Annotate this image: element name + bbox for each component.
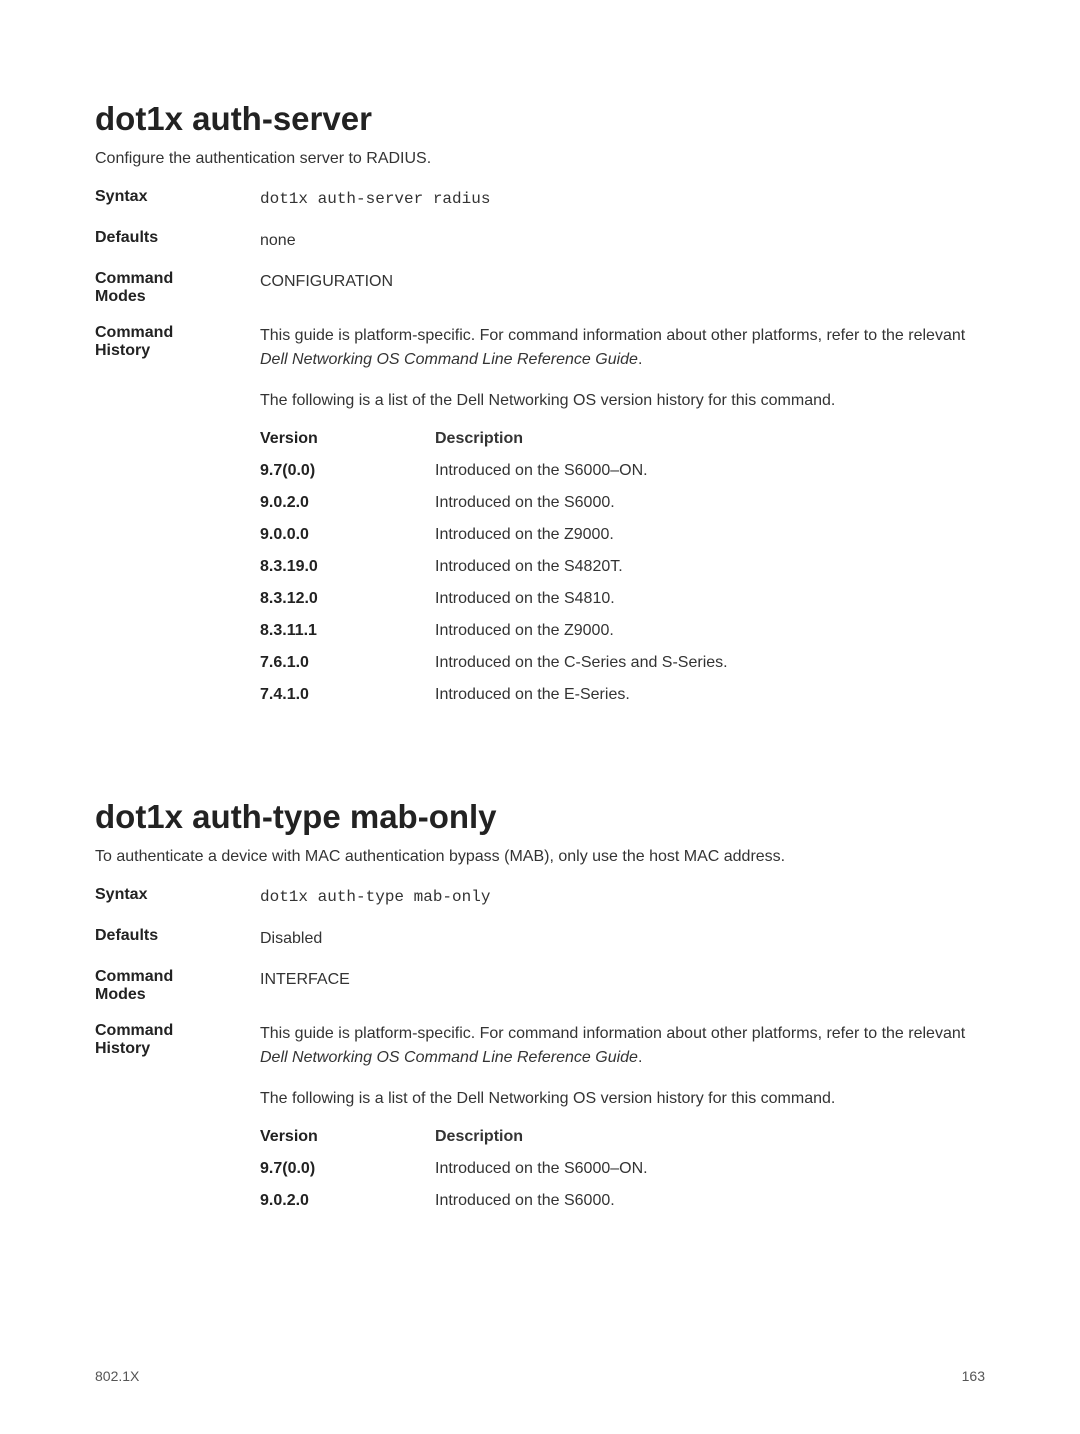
history-label-l1: Command (95, 324, 173, 341)
version-cell: 7.6.1.0 (260, 654, 435, 672)
section1-intro: Configure the authentication server to R… (95, 150, 985, 168)
table-row: 9.0.0.0 Introduced on the Z9000. (260, 526, 985, 544)
history-p1a: This guide is platform-specific. For com… (260, 327, 965, 344)
table-row: 8.3.19.0 Introduced on the S4820T. (260, 558, 985, 576)
modes-label-l1: Command (95, 270, 173, 287)
th-version: Version (260, 1128, 435, 1146)
modes-value: CONFIGURATION (260, 270, 985, 306)
history-label: Command History (95, 324, 260, 412)
table-header-row: Version Description (260, 430, 985, 448)
modes-label-l1: Command (95, 968, 173, 985)
defaults-label: Defaults (95, 229, 260, 252)
defaults-value: none (260, 229, 985, 252)
table-row: 8.3.12.0 Introduced on the S4810. (260, 590, 985, 608)
history-p1b: . (638, 351, 642, 368)
modes-row: Command Modes CONFIGURATION (95, 270, 985, 306)
table-row: 7.4.1.0 Introduced on the E-Series. (260, 686, 985, 704)
history-p1i: Dell Networking OS Command Line Referenc… (260, 351, 638, 368)
history-row: Command History This guide is platform-s… (95, 1022, 985, 1110)
history-label-l2: History (95, 1040, 150, 1057)
description-cell: Introduced on the S6000. (435, 494, 985, 512)
syntax-value: dot1x auth-server radius (260, 188, 985, 211)
version-cell: 8.3.19.0 (260, 558, 435, 576)
version-cell: 9.7(0.0) (260, 462, 435, 480)
section1-version-table: Version Description 9.7(0.0) Introduced … (260, 430, 985, 704)
defaults-row: Defaults none (95, 229, 985, 252)
page-footer: 802.1X 163 (95, 1368, 985, 1384)
history-p1a: This guide is platform-specific. For com… (260, 1025, 965, 1042)
modes-value: INTERFACE (260, 968, 985, 1004)
description-cell: Introduced on the S6000–ON. (435, 1160, 985, 1178)
history-label-l1: Command (95, 1022, 173, 1039)
history-p2: The following is a list of the Dell Netw… (260, 1087, 985, 1110)
history-label: Command History (95, 1022, 260, 1110)
th-version: Version (260, 430, 435, 448)
description-cell: Introduced on the S6000. (435, 1192, 985, 1210)
history-label-l2: History (95, 342, 150, 359)
history-p1: This guide is platform-specific. For com… (260, 324, 985, 370)
description-cell: Introduced on the Z9000. (435, 622, 985, 640)
syntax-value: dot1x auth-type mab-only (260, 886, 985, 909)
version-cell: 9.0.2.0 (260, 1192, 435, 1210)
syntax-row: Syntax dot1x auth-server radius (95, 188, 985, 211)
description-cell: Introduced on the S6000–ON. (435, 462, 985, 480)
th-description: Description (435, 430, 985, 448)
section2-heading: dot1x auth-type mab-only (95, 798, 985, 836)
footer-right: 163 (962, 1368, 985, 1384)
version-cell: 9.7(0.0) (260, 1160, 435, 1178)
table-header-row: Version Description (260, 1128, 985, 1146)
history-value: This guide is platform-specific. For com… (260, 324, 985, 412)
description-cell: Introduced on the S4820T. (435, 558, 985, 576)
description-cell: Introduced on the C-Series and S-Series. (435, 654, 985, 672)
syntax-label: Syntax (95, 886, 260, 909)
history-p2: The following is a list of the Dell Netw… (260, 389, 985, 412)
modes-row: Command Modes INTERFACE (95, 968, 985, 1004)
version-cell: 8.3.11.1 (260, 622, 435, 640)
table-row: 9.0.2.0 Introduced on the S6000. (260, 1192, 985, 1210)
version-cell: 9.0.2.0 (260, 494, 435, 512)
history-value: This guide is platform-specific. For com… (260, 1022, 985, 1110)
footer-left: 802.1X (95, 1368, 139, 1384)
defaults-label: Defaults (95, 927, 260, 950)
modes-label: Command Modes (95, 270, 260, 306)
table-row: 9.7(0.0) Introduced on the S6000–ON. (260, 462, 985, 480)
version-cell: 9.0.0.0 (260, 526, 435, 544)
history-p1i: Dell Networking OS Command Line Referenc… (260, 1049, 638, 1066)
section2-intro: To authenticate a device with MAC authen… (95, 848, 985, 866)
table-row: 7.6.1.0 Introduced on the C-Series and S… (260, 654, 985, 672)
description-cell: Introduced on the Z9000. (435, 526, 985, 544)
section1-heading: dot1x auth-server (95, 100, 985, 138)
description-cell: Introduced on the S4810. (435, 590, 985, 608)
table-row: 9.0.2.0 Introduced on the S6000. (260, 494, 985, 512)
syntax-label: Syntax (95, 188, 260, 211)
table-row: 8.3.11.1 Introduced on the Z9000. (260, 622, 985, 640)
version-cell: 8.3.12.0 (260, 590, 435, 608)
history-p1b: . (638, 1049, 642, 1066)
modes-label: Command Modes (95, 968, 260, 1004)
th-description: Description (435, 1128, 985, 1146)
defaults-value: Disabled (260, 927, 985, 950)
history-row: Command History This guide is platform-s… (95, 324, 985, 412)
table-row: 9.7(0.0) Introduced on the S6000–ON. (260, 1160, 985, 1178)
page-container: dot1x auth-server Configure the authenti… (0, 0, 1080, 1434)
version-cell: 7.4.1.0 (260, 686, 435, 704)
description-cell: Introduced on the E-Series. (435, 686, 985, 704)
history-p1: This guide is platform-specific. For com… (260, 1022, 985, 1068)
defaults-row: Defaults Disabled (95, 927, 985, 950)
section2-version-table: Version Description 9.7(0.0) Introduced … (260, 1128, 985, 1210)
syntax-row: Syntax dot1x auth-type mab-only (95, 886, 985, 909)
modes-label-l2: Modes (95, 288, 146, 305)
modes-label-l2: Modes (95, 986, 146, 1003)
